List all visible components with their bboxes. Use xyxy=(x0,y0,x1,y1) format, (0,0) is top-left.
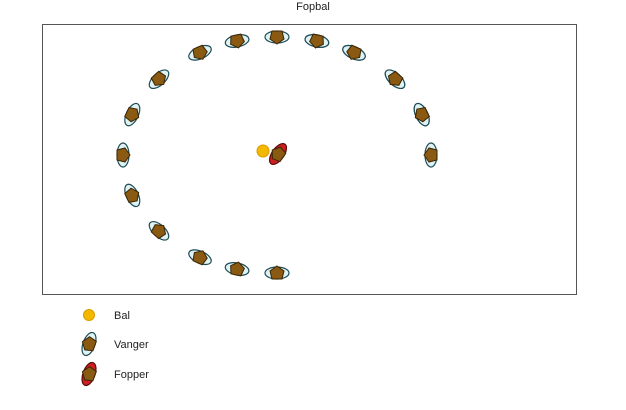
vanger-player xyxy=(413,102,430,127)
playing-field xyxy=(42,24,577,295)
vanger-player xyxy=(423,142,438,168)
diagram-title: Fopbal xyxy=(296,1,330,13)
vanger-player xyxy=(124,183,141,208)
legend-label-ball: Bal xyxy=(114,310,130,322)
players-layer xyxy=(116,30,438,280)
fopper-icon xyxy=(81,361,97,387)
legend-label-vanger: Vanger xyxy=(114,339,149,351)
vanger-player xyxy=(304,33,330,49)
vanger-player xyxy=(148,220,170,241)
vanger-player xyxy=(224,261,250,277)
vanger-player xyxy=(116,142,131,168)
vanger-player xyxy=(264,265,290,280)
vanger-player xyxy=(188,44,212,61)
ball-icon xyxy=(83,309,95,321)
legend-label-fopper: Fopper xyxy=(114,369,149,381)
legend-item-vanger: Vanger xyxy=(81,331,149,357)
ball xyxy=(256,144,270,158)
vanger-player xyxy=(224,33,250,49)
vanger-player xyxy=(342,44,366,61)
fopper-symbol xyxy=(81,361,97,387)
vanger-player xyxy=(148,69,170,90)
vanger-player xyxy=(264,30,290,45)
vanger-symbol xyxy=(81,331,97,357)
legend-item-fopper: Fopper xyxy=(81,361,149,387)
vanger-player xyxy=(384,69,406,90)
vanger-player xyxy=(188,249,212,266)
vanger-icon xyxy=(81,331,97,357)
fopper-player xyxy=(268,142,288,166)
legend: Bal Vanger Fopper xyxy=(81,309,149,387)
vanger-player xyxy=(124,102,141,127)
legend-item-ball: Bal xyxy=(83,309,130,322)
